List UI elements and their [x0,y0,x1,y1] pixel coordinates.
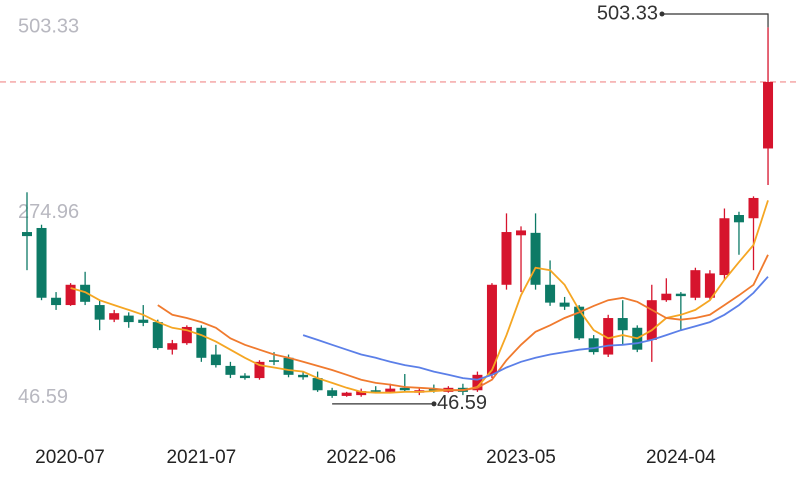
min-dot [431,401,437,407]
y-tick-label: 503.33 [18,16,79,38]
candle-body [65,284,76,306]
y-tick-label: 274.96 [18,201,79,223]
candle-body [748,197,759,219]
max-leader [662,13,769,28]
max-dot [659,11,665,17]
candle-body [123,315,134,323]
x-tick-label: 2021-07 [166,447,236,468]
candle-body [370,390,381,392]
candle-body [356,391,367,396]
candle-body [501,232,512,285]
candle-body [269,360,280,362]
candle-body [22,232,32,237]
candle-body [298,374,309,378]
candle-body [94,305,105,320]
candle-body [239,375,250,379]
candle-body [283,357,294,375]
x-tick-label: 2020-07 [35,447,105,468]
candle-body [559,302,570,307]
candle-body [603,318,614,355]
x-tick-label: 2023-05 [486,447,556,468]
ma-line [157,254,769,392]
candle-body [36,227,47,298]
ma-line [70,200,769,394]
candle-body [51,297,62,306]
candle-body [704,273,715,298]
candle-body [588,338,599,353]
candle-body [167,343,178,350]
candle-body [472,374,483,391]
candle-body [719,218,730,276]
x-tick-label: 2024-04 [646,447,716,468]
candle-body [254,361,265,379]
candle-body [486,284,497,375]
candle-body [210,354,221,366]
candle-body [661,293,672,301]
candle-body [80,284,91,302]
candle-body [385,388,396,392]
candle-body [530,232,541,285]
candle-body [399,387,410,391]
min-label: 46.59 [437,392,487,414]
candle-body [225,365,236,375]
y-tick-label: 46.59 [18,386,68,408]
x-tick-label: 2022-06 [326,447,396,468]
candle-body [574,306,585,339]
candle-body [646,300,657,340]
candle-body [138,319,149,323]
candle-body [152,322,163,349]
candle-body [428,388,439,392]
candle-body [733,215,744,223]
max-label: 503.33 [597,2,658,24]
candle-body [617,318,628,331]
candle-body [109,313,120,320]
candle-body [675,293,686,297]
candle-body [545,284,556,303]
candle-body [341,392,352,396]
ma-line [302,276,769,381]
candle-body [763,81,774,149]
candle-body [181,326,192,344]
candle-body [690,270,701,298]
candle-body [312,378,323,391]
candle-body [327,390,338,396]
candle-body [196,327,207,358]
candle-body [516,230,527,236]
